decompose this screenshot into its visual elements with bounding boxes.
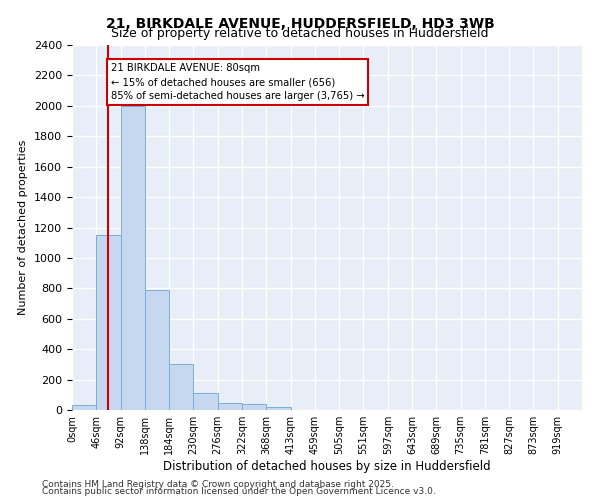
Text: Size of property relative to detached houses in Huddersfield: Size of property relative to detached ho… bbox=[111, 28, 489, 40]
X-axis label: Distribution of detached houses by size in Huddersfield: Distribution of detached houses by size … bbox=[163, 460, 491, 473]
Bar bbox=[242, 404, 266, 410]
Bar bbox=[72, 404, 96, 410]
Text: Contains HM Land Registry data © Crown copyright and database right 2025.: Contains HM Land Registry data © Crown c… bbox=[42, 480, 394, 489]
Bar bbox=[218, 402, 242, 410]
Bar bbox=[121, 106, 145, 410]
Text: Contains public sector information licensed under the Open Government Licence v3: Contains public sector information licen… bbox=[42, 487, 436, 496]
Bar bbox=[145, 290, 169, 410]
Y-axis label: Number of detached properties: Number of detached properties bbox=[19, 140, 28, 315]
Bar bbox=[266, 407, 290, 410]
Bar bbox=[96, 235, 121, 410]
Text: 21, BIRKDALE AVENUE, HUDDERSFIELD, HD3 3WB: 21, BIRKDALE AVENUE, HUDDERSFIELD, HD3 3… bbox=[106, 18, 494, 32]
Bar bbox=[169, 364, 193, 410]
Text: 21 BIRKDALE AVENUE: 80sqm
← 15% of detached houses are smaller (656)
85% of semi: 21 BIRKDALE AVENUE: 80sqm ← 15% of detac… bbox=[111, 64, 364, 102]
Bar bbox=[193, 394, 218, 410]
